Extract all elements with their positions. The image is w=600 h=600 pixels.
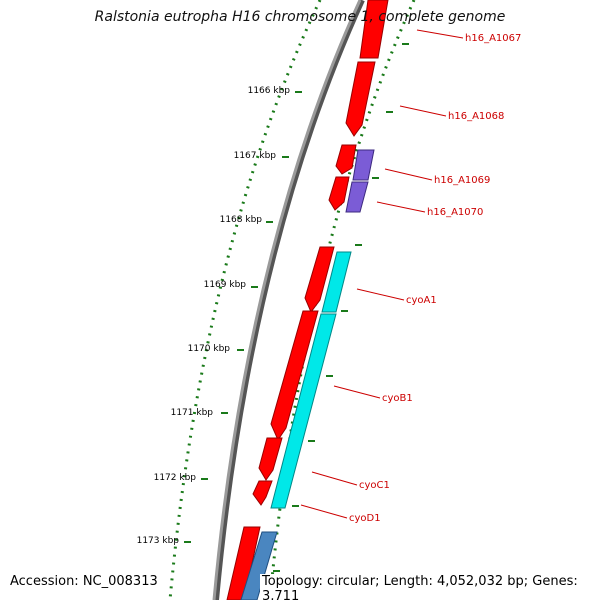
- kbp-label-1169: 1169 kbp: [204, 280, 247, 290]
- purple-features: [345, 149, 375, 213]
- gene-label-cyoD1[interactable]: cyoD1: [349, 513, 381, 524]
- cds-h16-A1068[interactable]: [345, 61, 376, 137]
- kbp-label-1167: 1167 kbp: [234, 151, 277, 161]
- cds-cyoB1[interactable]: [270, 313, 337, 509]
- backbone: [212, 0, 362, 600]
- cyo-features: [270, 251, 352, 509]
- cds-red-5[interactable]: [226, 526, 261, 600]
- cds-red-3[interactable]: [258, 437, 283, 481]
- kbp-label-1171: 1171 kbp: [171, 408, 214, 418]
- cds-purple-1[interactable]: [352, 149, 375, 181]
- label-leaders: [300, 29, 464, 519]
- kbp-label-1166: 1166 kbp: [248, 86, 291, 96]
- cds-h16-A1070[interactable]: [328, 176, 350, 211]
- cds-red-4[interactable]: [252, 480, 273, 506]
- cds-h16-A1067[interactable]: [359, 0, 389, 59]
- outer-ring-ticks: [273, 43, 409, 572]
- outer-dotted-ring: [268, 0, 416, 600]
- gene-label-cyoC1[interactable]: cyoC1: [359, 480, 390, 491]
- gene-label-cyoB1[interactable]: cyoB1: [382, 393, 413, 404]
- kbp-label-1173: 1173 kbp: [137, 536, 180, 546]
- red-cds-features: [226, 0, 389, 600]
- gene-label-h16-A1067[interactable]: h16_A1067: [465, 33, 521, 44]
- accession-text: Accession: NC_008313: [8, 574, 160, 589]
- cds-blue[interactable]: [240, 531, 278, 600]
- genome-summary-text: Topology: circular; Length: 4,052,032 bp…: [260, 574, 600, 600]
- backbone-shadow: [213, 0, 365, 600]
- cds-red-2[interactable]: [270, 310, 319, 442]
- kbp-label-1170: 1170 kbp: [188, 344, 231, 354]
- kbp-label-1172: 1172 kbp: [154, 473, 197, 483]
- cds-cyoA1[interactable]: [321, 251, 352, 313]
- gene-label-h16-A1069[interactable]: h16_A1069: [434, 175, 490, 186]
- scale-ticks: [184, 91, 302, 543]
- cds-h16-A1069[interactable]: [335, 144, 357, 175]
- map-title: Ralstonia eutropha H16 chromosome 1, com…: [94, 9, 506, 25]
- cds-red-1[interactable]: [304, 246, 335, 313]
- gene-label-h16-A1068[interactable]: h16_A1068: [448, 111, 504, 122]
- gene-label-h16-A1070[interactable]: h16_A1070: [427, 207, 483, 218]
- gene-label-cyoA1[interactable]: cyoA1: [406, 295, 437, 306]
- kbp-label-1168: 1168 kbp: [220, 215, 263, 225]
- cds-purple-2[interactable]: [345, 181, 369, 213]
- scale-dotted-ring: [168, 0, 322, 600]
